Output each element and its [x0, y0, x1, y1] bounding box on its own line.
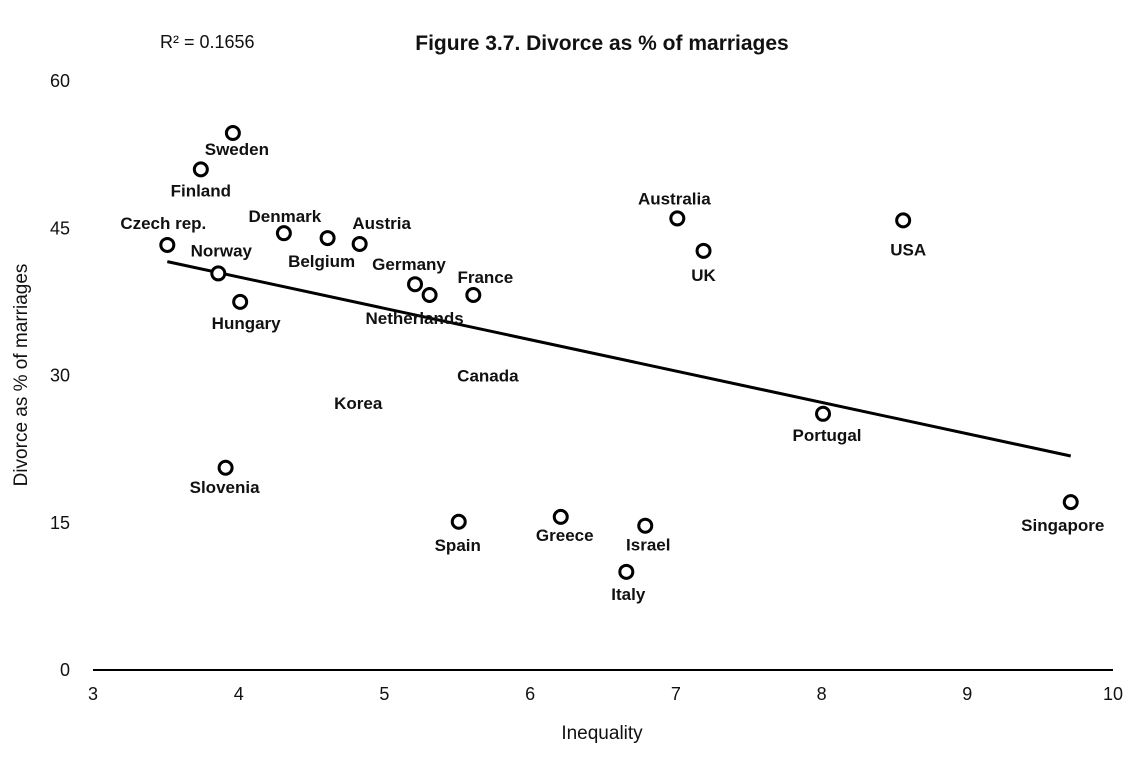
point-label-greece: Greece — [536, 526, 594, 545]
x-axis-label: Inequality — [561, 723, 643, 744]
data-point-finland — [192, 161, 209, 178]
point-label-sweden: Sweden — [205, 140, 269, 159]
x-tick-label: 6 — [525, 684, 535, 704]
point-label-netherlands: Netherlands — [365, 309, 463, 328]
point-labels-group: Sweden Finland Czech rep. Norway Hungary Denm… — [120, 140, 1104, 604]
point-label-spain: Spain — [435, 536, 481, 555]
chart-title: Figure 3.7. Divorce as % of marriages — [415, 32, 789, 55]
x-tick-label: 5 — [379, 684, 389, 704]
point-label-norway: Norway — [191, 241, 253, 260]
x-tick-label: 3 — [88, 684, 98, 704]
r-squared-annotation: R² = 0.1656 — [160, 32, 255, 52]
data-point-usa — [895, 212, 912, 229]
data-point-spain — [450, 513, 467, 530]
y-axis-label: Divorce as % of marriages — [11, 264, 32, 487]
data-point-greece — [552, 508, 569, 525]
data-point-uk — [695, 242, 712, 259]
y-axis-ticks: 0 15 30 45 60 — [50, 71, 70, 680]
point-label-belgium: Belgium — [288, 252, 355, 271]
point-label-singapore: Singapore — [1021, 516, 1104, 535]
trendline — [166, 260, 1072, 458]
data-point-france — [465, 287, 482, 304]
point-label-czech-rep: Czech rep. — [120, 214, 206, 233]
data-point-belgium — [319, 230, 336, 247]
data-point-israel — [637, 517, 654, 534]
data-point-italy — [618, 563, 635, 580]
data-point-netherlands — [421, 287, 438, 304]
point-label-hungary: Hungary — [212, 314, 282, 333]
x-tick-label: 8 — [817, 684, 827, 704]
x-tick-label: 10 — [1103, 684, 1123, 704]
point-label-austria: Austria — [352, 214, 411, 233]
point-label-usa: USA — [890, 240, 926, 259]
y-tick-label: 60 — [50, 71, 70, 91]
point-label-korea: Korea — [334, 394, 383, 413]
data-point-singapore — [1062, 494, 1079, 511]
point-label-finland: Finland — [171, 181, 231, 200]
data-point-denmark — [275, 225, 292, 242]
y-tick-label: 0 — [60, 660, 70, 680]
point-label-uk: UK — [691, 266, 716, 285]
trendline-group — [166, 260, 1072, 458]
x-tick-label: 9 — [962, 684, 972, 704]
point-label-slovenia: Slovenia — [190, 478, 260, 497]
point-label-denmark: Denmark — [249, 207, 322, 226]
point-label-germany: Germany — [372, 255, 446, 274]
data-point-norway — [210, 265, 227, 282]
y-tick-label: 15 — [50, 513, 70, 533]
point-label-italy: Italy — [611, 585, 646, 604]
x-tick-label: 7 — [671, 684, 681, 704]
data-point-slovenia — [217, 459, 234, 476]
y-tick-label: 45 — [50, 218, 70, 238]
data-point-germany — [407, 276, 424, 293]
data-point-czech-rep — [159, 236, 176, 253]
x-axis-ticks: 3 4 5 6 7 8 9 10 — [88, 684, 1123, 704]
point-label-portugal: Portugal — [793, 426, 862, 445]
x-tick-label: 4 — [234, 684, 244, 704]
y-tick-label: 30 — [50, 366, 70, 386]
data-point-sweden — [224, 125, 241, 142]
point-label-france: France — [457, 268, 513, 287]
point-label-australia: Australia — [638, 189, 711, 208]
data-point-portugal — [815, 405, 832, 422]
data-point-australia — [669, 210, 686, 227]
point-label-israel: Israel — [626, 536, 670, 555]
data-point-austria — [351, 235, 368, 252]
point-label-canada: Canada — [457, 367, 519, 386]
data-points-group — [159, 125, 1079, 580]
data-point-hungary — [232, 293, 249, 310]
